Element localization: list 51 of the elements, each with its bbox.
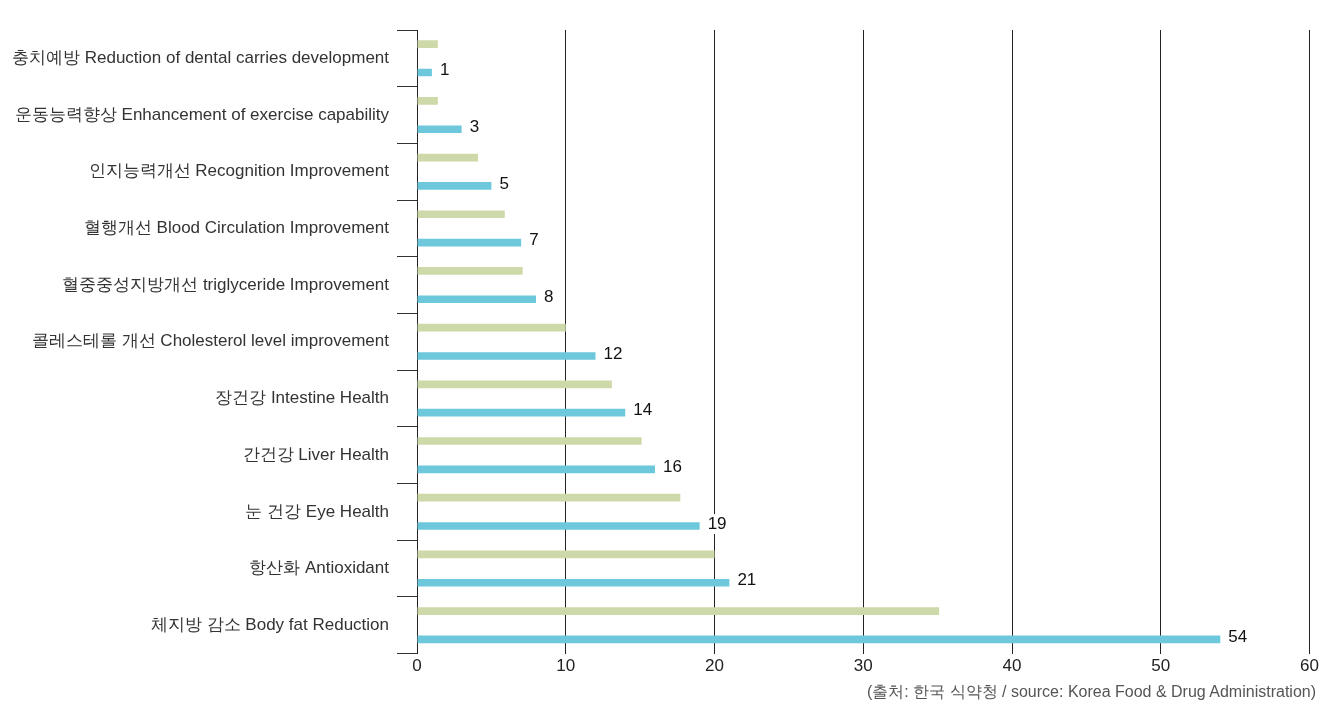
x-tick-label: 20: [705, 656, 724, 676]
y-tick-label: 눈 건강 Eye Health: [245, 501, 390, 521]
bar: [417, 437, 642, 445]
bar: [417, 153, 478, 162]
bar: [417, 267, 523, 275]
x-tick-label: 40: [1002, 656, 1022, 676]
x-tick-label: 30: [853, 656, 873, 676]
data-label: 12: [603, 343, 623, 363]
data-label: 54: [1228, 627, 1248, 647]
bar: [417, 380, 612, 389]
bar: [417, 323, 566, 332]
y-tick-label: 충치예방 Reduction of dental carries development: [12, 48, 390, 68]
bar: [417, 238, 522, 247]
y-tick-label: 체지방 감소 Body fat Reduction: [150, 614, 390, 634]
y-tick-label: 콜레스테롤 개선 Cholesterol level improvement: [31, 331, 390, 351]
bar: [417, 635, 1221, 644]
text: (출처: 한국 식약청 / source: Korea Food & Drug Administration): [866, 682, 1316, 702]
bar: [417, 97, 438, 105]
bar: [417, 125, 462, 134]
bar: [417, 352, 596, 360]
bar: [417, 607, 940, 615]
bar: [417, 493, 681, 502]
data-label: 8: [544, 286, 554, 306]
data-label: 3: [469, 116, 480, 136]
y-tick-label: 혈중중성지방개선 triglyceride Improvement: [62, 274, 390, 294]
x-tick-label: 0: [412, 656, 422, 676]
bar: [417, 182, 492, 190]
x-tick-label: 10: [556, 656, 576, 676]
data-label: 14: [633, 400, 653, 420]
y-tick-label: 혈행개선 Blood Circulation Improvement: [83, 218, 390, 238]
bar: [417, 295, 537, 304]
bar: [417, 550, 715, 559]
y-tick-label: 운동능력향상 Enhancement of exercise capability: [14, 104, 390, 124]
data-label: 19: [707, 513, 727, 533]
data-label: 7: [529, 230, 539, 250]
y-tick-label: 간건강 Liver Health: [242, 444, 390, 464]
y-tick-label: 장건강 Intestine Health: [215, 388, 390, 408]
data-label: 5: [499, 173, 509, 193]
y-tick-label: 항산화 Antioxidant: [249, 558, 390, 578]
data-label: 1: [439, 60, 450, 80]
bar: [417, 465, 656, 474]
bar: [417, 40, 438, 48]
x-tick-label: 50: [1151, 656, 1171, 676]
x-tick-label: 60: [1300, 656, 1320, 676]
bar: [417, 522, 700, 530]
y-tick-label: 인지능력개선 Recognition Improvement: [88, 161, 390, 181]
bar: [417, 408, 626, 417]
data-label: 21: [737, 570, 757, 590]
data-label: 16: [663, 457, 682, 477]
bar: [417, 210, 505, 219]
bar: [417, 578, 730, 587]
